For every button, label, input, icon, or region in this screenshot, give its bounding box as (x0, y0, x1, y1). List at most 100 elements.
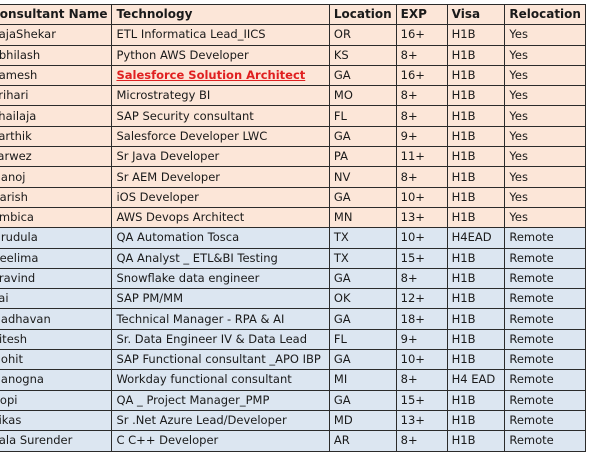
cell-relocation[interactable]: Yes (504, 186, 586, 208)
cell-relocation[interactable]: Yes (504, 166, 586, 188)
cell-consultant-name[interactable]: Ambica (0, 206, 113, 229)
cell-visa[interactable]: H1B (446, 64, 506, 87)
cell-exp[interactable]: 8+ (395, 166, 448, 188)
cell-consultant-name[interactable]: Ramesh (0, 64, 113, 87)
cell-location[interactable]: KS (328, 44, 397, 66)
cell-location[interactable]: AR (328, 430, 397, 452)
cell-location[interactable]: FL (328, 328, 397, 351)
cell-location[interactable]: GA (328, 186, 397, 208)
cell-location[interactable]: GA (328, 389, 397, 411)
cell-consultant-name[interactable]: Karthik (0, 125, 113, 148)
cell-visa[interactable]: H1B (446, 349, 506, 371)
cell-visa[interactable]: H1B (446, 146, 506, 168)
cell-visa[interactable]: H1B (446, 186, 506, 208)
header-technology[interactable]: Technology (111, 3, 330, 26)
cell-exp[interactable]: 18+ (395, 308, 448, 330)
cell-exp[interactable]: 8+ (395, 44, 448, 66)
cell-relocation[interactable]: Yes (504, 146, 586, 168)
cell-location[interactable]: GA (328, 125, 397, 148)
cell-visa[interactable]: H4 EAD (446, 369, 506, 391)
cell-consultant-name[interactable]: Parwez (0, 146, 113, 168)
cell-location[interactable]: PA (328, 146, 397, 168)
cell-technology[interactable]: Microstrategy BI (111, 85, 330, 107)
cell-technology[interactable]: iOS Developer (111, 186, 330, 208)
cell-technology[interactable]: Snowflake data engineer (111, 267, 330, 290)
cell-visa[interactable]: H1B (446, 85, 506, 107)
cell-location[interactable]: GA (328, 64, 397, 87)
header-relocation[interactable]: Relocation (504, 3, 586, 26)
cell-relocation[interactable]: Yes (504, 64, 586, 87)
cell-relocation[interactable]: Remote (504, 308, 586, 330)
cell-relocation[interactable]: Remote (504, 369, 586, 391)
header-visa[interactable]: Visa (446, 3, 506, 26)
cell-visa[interactable]: H1B (446, 389, 506, 411)
cell-exp[interactable]: 11+ (395, 146, 448, 168)
cell-technology[interactable]: SAP Security consultant (111, 105, 330, 127)
cell-location[interactable]: TX (328, 227, 397, 249)
cell-consultant-name[interactable]: Ritesh (0, 328, 113, 351)
cell-technology[interactable]: SAP PM/MM (111, 288, 330, 310)
cell-visa[interactable]: H1B (446, 206, 506, 229)
cell-exp[interactable]: 15+ (395, 247, 448, 269)
cell-location[interactable]: FL (328, 105, 397, 127)
cell-visa[interactable]: H1B (446, 105, 506, 127)
cell-consultant-name[interactable]: Manoj (0, 166, 113, 188)
cell-consultant-name[interactable]: Srihari (0, 85, 113, 107)
cell-visa[interactable]: H1B (446, 44, 506, 66)
cell-exp[interactable]: 15+ (395, 389, 448, 411)
cell-relocation[interactable]: Remote (504, 389, 586, 411)
cell-technology[interactable]: QA Automation Tosca (111, 227, 330, 249)
cell-technology[interactable]: Python AWS Developer (111, 44, 330, 66)
cell-consultant-name[interactable]: Mrudula (0, 227, 113, 249)
cell-relocation[interactable]: Yes (504, 125, 586, 148)
cell-exp[interactable]: 16+ (395, 64, 448, 87)
cell-visa[interactable]: H1B (446, 247, 506, 269)
cell-location[interactable]: MN (328, 206, 397, 229)
cell-relocation[interactable]: Remote (504, 328, 586, 351)
cell-consultant-name[interactable]: Neelima (0, 247, 113, 269)
cell-consultant-name[interactable]: Madhavan (0, 308, 113, 330)
cell-relocation[interactable]: Yes (504, 85, 586, 107)
cell-location[interactable]: NV (328, 166, 397, 188)
cell-exp[interactable]: 8+ (395, 369, 448, 391)
cell-consultant-name[interactable]: Abhilash (0, 44, 113, 66)
cell-consultant-name[interactable]: Aravind (0, 267, 113, 290)
cell-visa[interactable]: H1B (446, 328, 506, 351)
cell-relocation[interactable]: Yes (504, 24, 586, 46)
cell-technology[interactable]: Sr Java Developer (111, 146, 330, 168)
cell-exp[interactable]: 8+ (395, 85, 448, 107)
cell-visa[interactable]: H1B (446, 430, 506, 452)
cell-consultant-name[interactable]: Mohit (0, 349, 113, 371)
cell-location[interactable]: GA (328, 267, 397, 290)
cell-exp[interactable]: 8+ (395, 430, 448, 452)
cell-consultant-name[interactable]: Harish (0, 186, 113, 208)
cell-consultant-name[interactable]: Manogna (0, 369, 113, 391)
cell-location[interactable]: OR (328, 24, 397, 46)
cell-relocation[interactable]: Remote (504, 409, 586, 432)
cell-visa[interactable]: H4EAD (446, 227, 506, 249)
cell-consultant-name[interactable]: Vikas (0, 409, 113, 432)
cell-exp[interactable]: 13+ (395, 409, 448, 432)
cell-location[interactable]: GA (328, 308, 397, 330)
cell-relocation[interactable]: Yes (504, 206, 586, 229)
cell-location[interactable]: OK (328, 288, 397, 310)
cell-relocation[interactable]: Remote (504, 430, 586, 452)
cell-technology[interactable]: ETL Informatica Lead_IICS (111, 24, 330, 46)
cell-technology[interactable]: Salesforce Solution Architect (111, 64, 330, 87)
cell-location[interactable]: MO (328, 85, 397, 107)
cell-relocation[interactable]: Remote (504, 267, 586, 290)
cell-consultant-name[interactable]: RajaShekar (0, 24, 113, 46)
cell-technology[interactable]: QA Analyst _ ETL&BI Testing (111, 247, 330, 269)
header-exp[interactable]: EXP (395, 3, 448, 26)
cell-technology[interactable]: Sr. Data Engineer IV & Data Lead (111, 328, 330, 351)
cell-exp[interactable]: 10+ (395, 186, 448, 208)
cell-exp[interactable]: 9+ (395, 328, 448, 351)
cell-exp[interactable]: 12+ (395, 288, 448, 310)
cell-exp[interactable]: 8+ (395, 267, 448, 290)
cell-technology[interactable]: SAP Functional consultant _APO IBP (111, 349, 330, 371)
header-location[interactable]: Location (328, 3, 397, 26)
cell-technology[interactable]: QA _ Project Manager_PMP (111, 389, 330, 411)
cell-consultant-name[interactable]: Sai (0, 288, 113, 310)
cell-technology[interactable]: Sr AEM Developer (111, 166, 330, 188)
cell-relocation[interactable]: Remote (504, 227, 586, 249)
